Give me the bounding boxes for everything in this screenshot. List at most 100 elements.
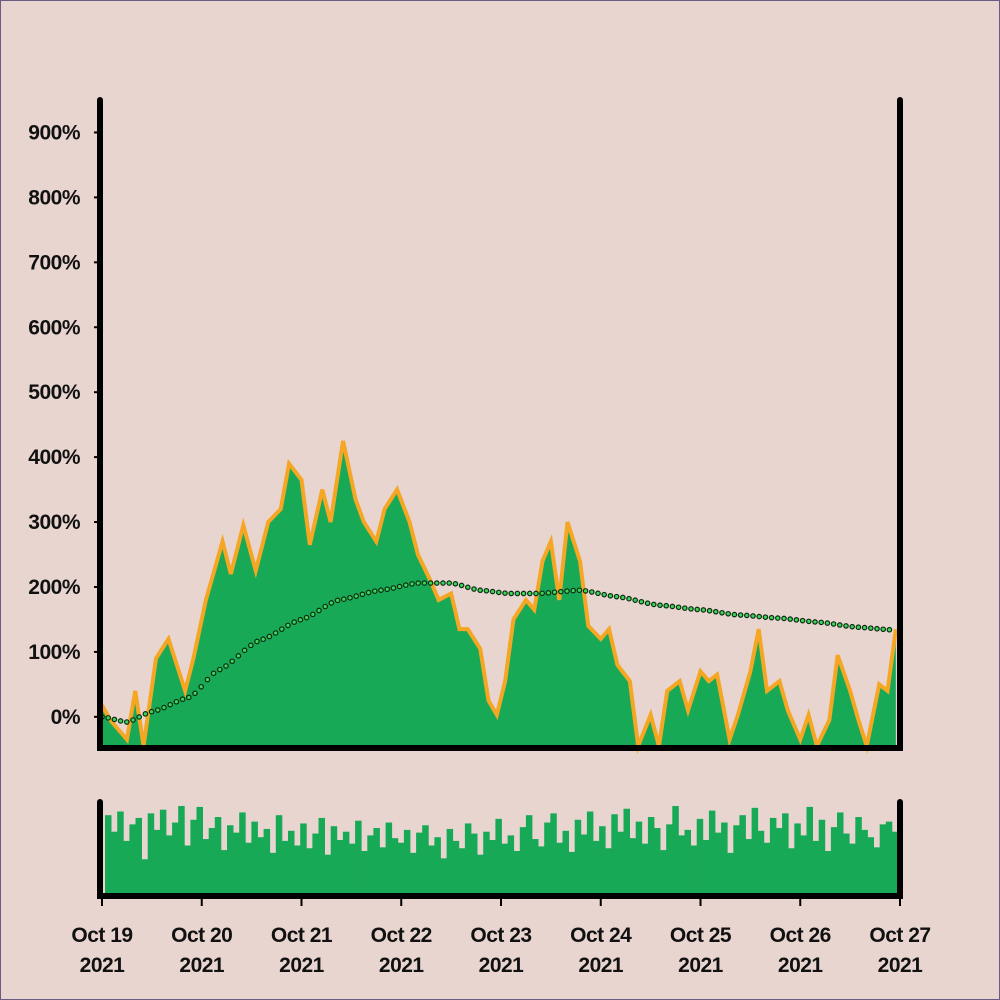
volume-bar bbox=[666, 824, 673, 896]
volume-bar bbox=[379, 847, 386, 896]
moving-average-point bbox=[260, 636, 267, 643]
moving-average-point bbox=[105, 715, 112, 721]
volume-bar bbox=[513, 851, 521, 896]
moving-average-point bbox=[483, 587, 490, 594]
volume-bar bbox=[647, 817, 655, 896]
volume-bar bbox=[611, 814, 618, 896]
moving-average-point bbox=[824, 620, 831, 626]
axes bbox=[97, 97, 903, 899]
volume-bar bbox=[879, 824, 887, 896]
volume-axes-frame bbox=[97, 799, 903, 899]
volume-bar bbox=[288, 830, 295, 896]
volume-bar bbox=[361, 851, 368, 896]
volume-bar bbox=[483, 831, 490, 896]
volume-bar bbox=[403, 829, 411, 896]
x-tick-label: Oct 23 bbox=[470, 924, 531, 947]
volume-bar bbox=[294, 845, 301, 896]
moving-average-point bbox=[607, 593, 614, 599]
x-tick-label: Oct 27 bbox=[869, 924, 930, 947]
moving-average-point bbox=[719, 609, 725, 616]
moving-average-point bbox=[700, 607, 707, 613]
moving-average-point bbox=[756, 613, 763, 620]
x-tick-label: Oct 24 bbox=[570, 924, 632, 947]
moving-average-point bbox=[471, 586, 477, 592]
volume-bar bbox=[757, 830, 765, 896]
volume-bar bbox=[269, 852, 277, 896]
volume-bar bbox=[245, 842, 252, 896]
volume-bar bbox=[739, 815, 746, 896]
moving-average-point bbox=[316, 607, 322, 614]
moving-average-point bbox=[526, 590, 533, 597]
moving-average-point bbox=[495, 589, 502, 596]
moving-average-point bbox=[136, 714, 143, 720]
volume-bar bbox=[855, 817, 862, 896]
volume-bar bbox=[251, 821, 258, 896]
volume-bar bbox=[196, 806, 203, 896]
moving-average-point bbox=[638, 598, 645, 605]
moving-average-point bbox=[626, 595, 632, 602]
volume-bar bbox=[617, 831, 624, 896]
volume-bar bbox=[745, 839, 752, 896]
volume-bar bbox=[586, 811, 594, 896]
volume-bar bbox=[501, 843, 508, 896]
x-tick-label: Oct 25 bbox=[670, 924, 732, 947]
moving-average-point bbox=[396, 583, 403, 590]
volume-bar bbox=[184, 845, 191, 896]
x-tick-year: 2021 bbox=[179, 954, 225, 977]
volume-bar bbox=[446, 828, 454, 896]
x-tick-year: 2021 bbox=[578, 954, 624, 977]
moving-average-point bbox=[421, 580, 428, 586]
x-tick-year: 2021 bbox=[80, 954, 126, 977]
moving-average-point bbox=[520, 590, 527, 597]
volume-bar bbox=[471, 833, 478, 896]
volume-bar bbox=[306, 848, 313, 896]
volume-bar bbox=[159, 809, 167, 896]
volume-bar bbox=[605, 848, 612, 896]
y-tick-label: 500% bbox=[28, 381, 81, 404]
moving-average-point bbox=[334, 597, 341, 604]
volume-bar bbox=[794, 823, 801, 896]
moving-average-layer bbox=[99, 580, 893, 725]
volume-bar bbox=[776, 828, 783, 896]
volume-bar bbox=[227, 825, 234, 896]
volume-bar bbox=[220, 850, 228, 896]
moving-average-point bbox=[874, 625, 880, 632]
moving-average-point bbox=[278, 626, 285, 632]
moving-average-point bbox=[353, 593, 360, 599]
moving-average-point bbox=[148, 708, 155, 715]
moving-average-point bbox=[787, 616, 794, 622]
volume-bar bbox=[147, 813, 155, 896]
moving-average-point bbox=[632, 597, 639, 603]
volume-bar bbox=[263, 828, 271, 896]
volume-bar bbox=[178, 806, 185, 896]
volume-bar bbox=[733, 825, 740, 896]
moving-average-point bbox=[371, 588, 378, 594]
moving-average-point bbox=[192, 690, 198, 697]
moving-average-point bbox=[235, 653, 242, 659]
moving-average-point bbox=[644, 600, 651, 607]
moving-average-point bbox=[186, 694, 192, 701]
moving-average-point bbox=[161, 704, 167, 711]
x-tick-year: 2021 bbox=[379, 954, 425, 977]
moving-average-point bbox=[155, 707, 161, 713]
x-tick-label: Oct 26 bbox=[770, 924, 831, 947]
volume-bar bbox=[440, 858, 447, 896]
volume-bar bbox=[349, 843, 356, 896]
moving-average-point bbox=[737, 612, 744, 618]
price-line bbox=[100, 440, 898, 754]
moving-average-point bbox=[669, 603, 676, 610]
volume-bar bbox=[434, 837, 441, 896]
moving-average-point bbox=[619, 594, 626, 601]
x-tick-year: 2021 bbox=[878, 954, 924, 977]
moving-average-point bbox=[142, 711, 149, 717]
volume-bar bbox=[788, 848, 795, 896]
x-tick-label: Oct 21 bbox=[271, 924, 333, 947]
volume-bar bbox=[489, 839, 496, 896]
volume-bar bbox=[641, 843, 649, 896]
volume-bar bbox=[214, 817, 222, 896]
volume-bar bbox=[458, 848, 466, 896]
moving-average-point bbox=[688, 606, 694, 612]
x-tick-year: 2021 bbox=[778, 954, 824, 977]
volume-bar bbox=[818, 819, 826, 896]
price-area-layer bbox=[100, 440, 898, 754]
